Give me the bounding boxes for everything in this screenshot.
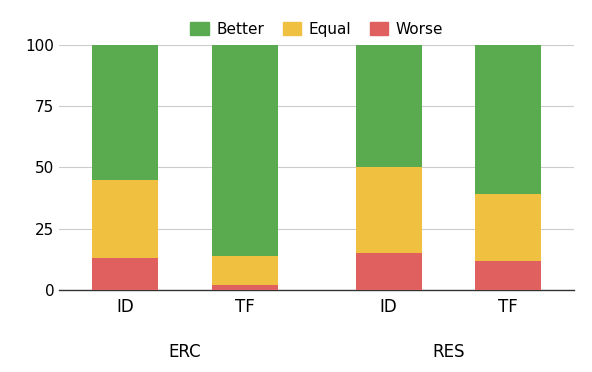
Bar <box>92 180 158 258</box>
Bar <box>475 195 541 261</box>
Bar <box>356 253 422 290</box>
Legend: Better, Equal, Worse: Better, Equal, Worse <box>184 16 449 43</box>
Bar <box>212 256 278 285</box>
Text: ERC: ERC <box>169 343 201 361</box>
Bar <box>475 45 541 195</box>
Bar <box>212 45 278 256</box>
Bar <box>92 45 158 180</box>
Bar <box>475 261 541 290</box>
Bar <box>356 167 422 253</box>
Bar <box>356 45 422 167</box>
Bar <box>92 258 158 290</box>
Bar <box>212 285 278 290</box>
Text: RES: RES <box>432 343 465 361</box>
